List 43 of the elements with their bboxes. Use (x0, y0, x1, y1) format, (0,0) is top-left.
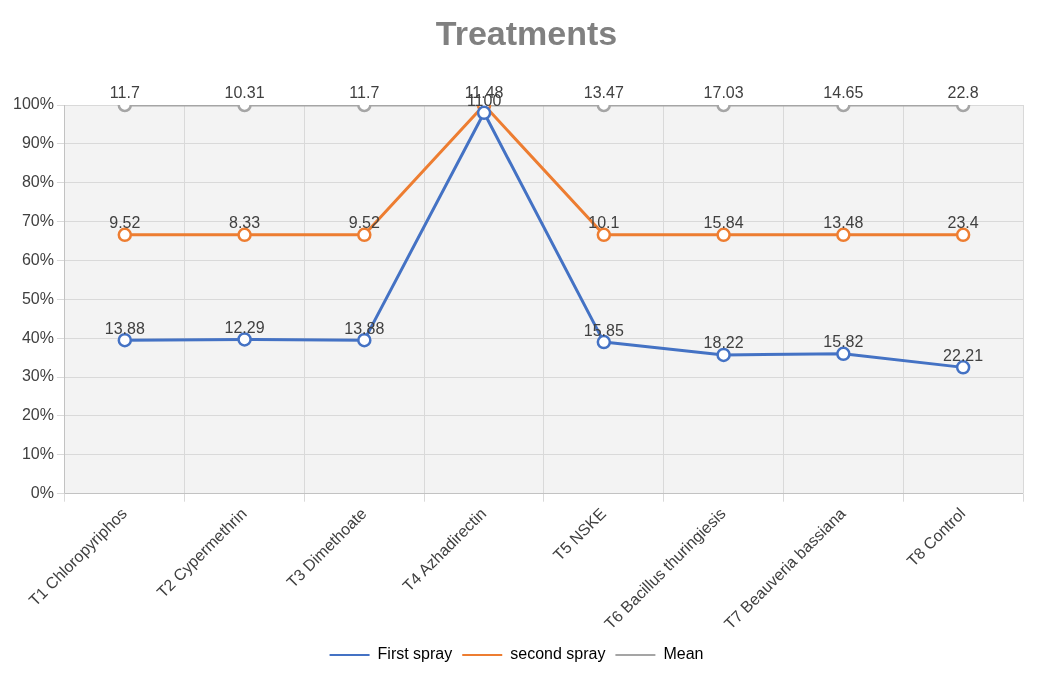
legend-label: Mean (663, 645, 704, 663)
legend-label: First spray (377, 645, 453, 663)
annotation: 22.8 (947, 84, 979, 102)
annotation: 11.7 (109, 84, 140, 102)
point (237, 227, 252, 243)
annotation: 15.82 (823, 333, 864, 351)
point (357, 227, 372, 243)
annotation: 10.31 (224, 84, 265, 102)
point (716, 227, 731, 243)
y-tick-label: 40% (21, 328, 54, 346)
point (836, 227, 851, 243)
y-tick-label: 70% (21, 212, 54, 230)
y-tick-label: 100% (13, 95, 54, 113)
annotation: 13.88 (104, 319, 145, 337)
legend-label: second spray (510, 645, 606, 663)
annotation: 8.33 (228, 214, 261, 232)
annotation: 14.65 (823, 84, 864, 102)
y-tick-label: 30% (21, 367, 54, 385)
annotation: 15.84 (703, 214, 744, 232)
annotation: 13.48 (823, 214, 864, 232)
point (237, 332, 252, 347)
y-tick-label: 0% (30, 484, 54, 502)
annotation: 13.47 (583, 84, 624, 102)
y-tick-label: 80% (21, 173, 54, 191)
point (836, 346, 851, 362)
annotation: 12.29 (224, 318, 265, 336)
point (955, 360, 971, 375)
annotation: 11.7 (349, 84, 380, 102)
point (716, 347, 731, 363)
chart-title: Treatments (434, 14, 619, 53)
y-tick-label: 60% (21, 250, 54, 268)
y-tick-label: 50% (21, 289, 54, 307)
y-tick-label: 90% (21, 134, 54, 152)
annotation: 17.03 (703, 84, 744, 102)
annotation: 23.4 (947, 214, 979, 232)
y-tick-label: 20% (21, 406, 54, 424)
point (117, 227, 133, 243)
annotation: 9.52 (109, 214, 141, 232)
point (955, 227, 971, 243)
annotation: 18.22 (703, 334, 744, 352)
point (596, 227, 612, 243)
y-tick-label: 10% (21, 445, 54, 463)
annotation: 22.21 (943, 346, 984, 364)
